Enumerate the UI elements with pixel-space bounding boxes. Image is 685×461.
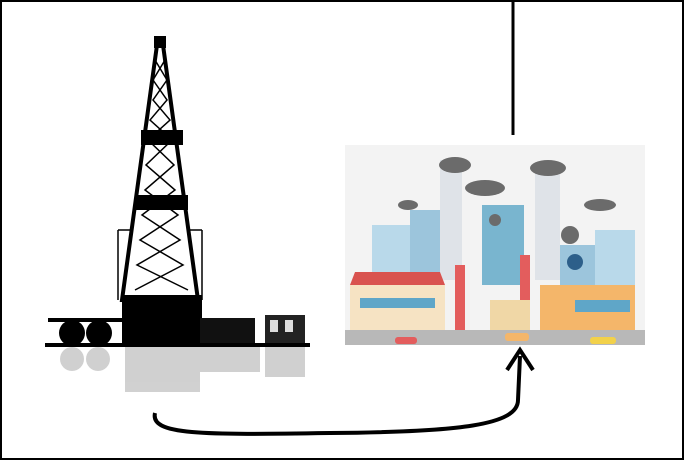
- rig-reflection: [60, 347, 305, 392]
- curved-arrow: [152, 355, 522, 436]
- arrow-head: [505, 346, 535, 372]
- oil-rig: [45, 36, 310, 392]
- factory-illustration: [345, 145, 645, 345]
